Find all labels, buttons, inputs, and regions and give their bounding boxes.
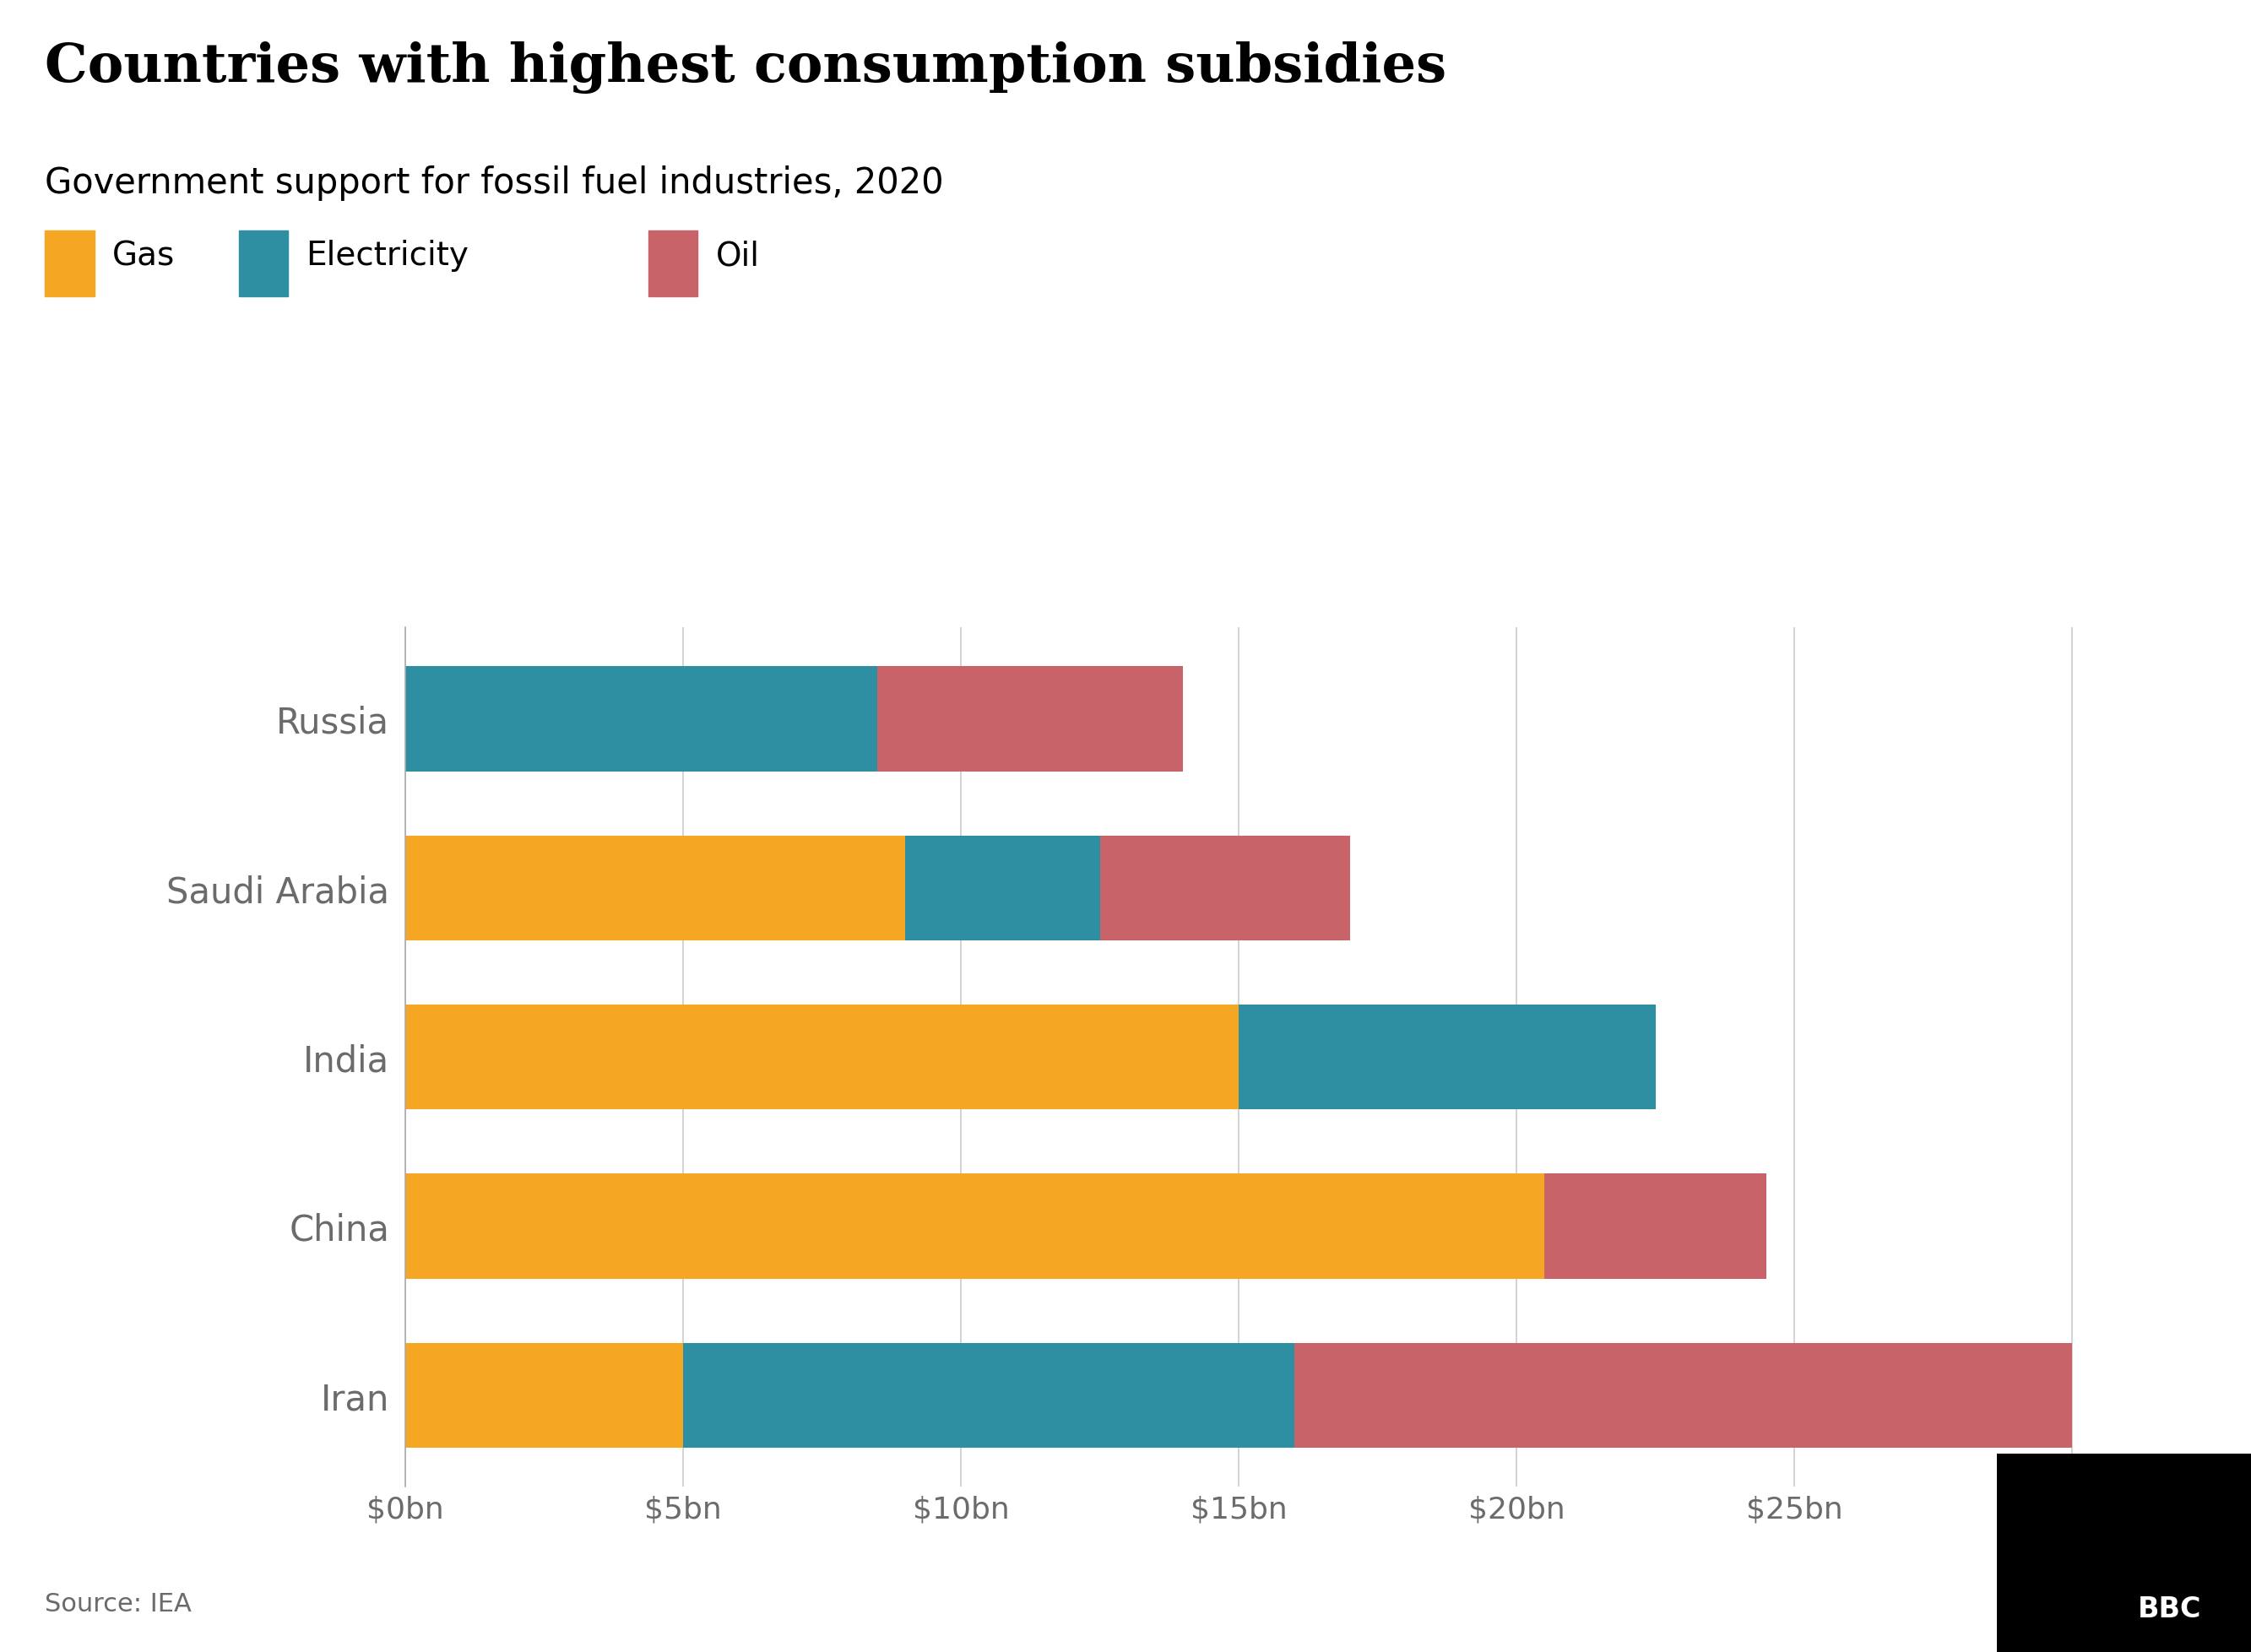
Bar — [878, 667, 1184, 771]
Text: BBC: BBC — [2138, 1594, 2201, 1622]
Text: Electricity: Electricity — [306, 240, 468, 273]
Bar — [1544, 1175, 1767, 1279]
Bar — [405, 1175, 1544, 1279]
Bar — [905, 836, 1101, 940]
Bar — [405, 667, 878, 771]
Text: Source: IEA: Source: IEA — [45, 1591, 191, 1616]
Bar — [1101, 836, 1351, 940]
Text: Gas: Gas — [113, 240, 176, 273]
Text: Government support for fossil fuel industries, 2020: Government support for fossil fuel indus… — [45, 165, 943, 200]
Text: Oil: Oil — [716, 240, 761, 273]
Text: Countries with highest consumption subsidies: Countries with highest consumption subsi… — [45, 41, 1447, 94]
Bar — [682, 1343, 1294, 1447]
Bar — [405, 1004, 1238, 1110]
Bar — [405, 1343, 682, 1447]
Bar — [405, 836, 905, 940]
Bar — [1294, 1343, 2073, 1447]
Bar — [1238, 1004, 1654, 1110]
